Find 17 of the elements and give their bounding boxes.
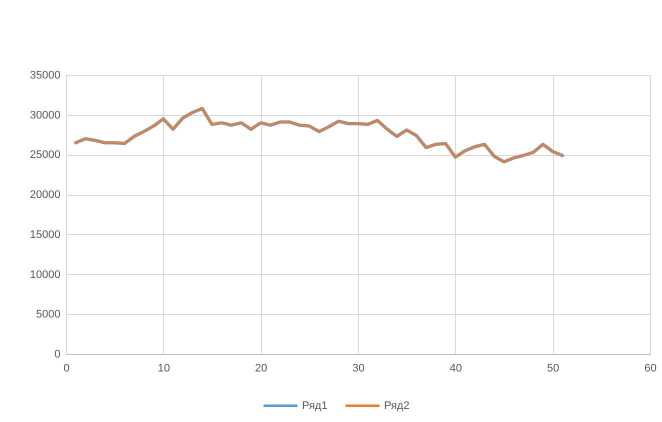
y-tick-label: 10000	[30, 268, 60, 281]
x-tick-label: 60	[644, 362, 657, 374]
x-tick-label: 40	[450, 362, 462, 374]
y-tick-label: 5000	[36, 308, 60, 321]
y-tick-label: 20000	[30, 189, 60, 202]
x-tick-label: 30	[352, 362, 365, 374]
y-tick-label: 30000	[30, 109, 60, 122]
y-tick-label: 15000	[30, 228, 60, 241]
legend-label: Ряд1	[302, 400, 328, 412]
legend-label: Ряд2	[384, 400, 410, 412]
x-tick-label: 10	[158, 362, 170, 374]
x-tick-label: 50	[547, 362, 560, 374]
x-tick-label: 20	[255, 362, 268, 374]
y-tick-label: 35000	[30, 70, 60, 82]
x-tick-label: 0	[63, 362, 70, 374]
y-tick-label: 0	[54, 348, 60, 360]
y-tick-label: 25000	[30, 149, 60, 162]
